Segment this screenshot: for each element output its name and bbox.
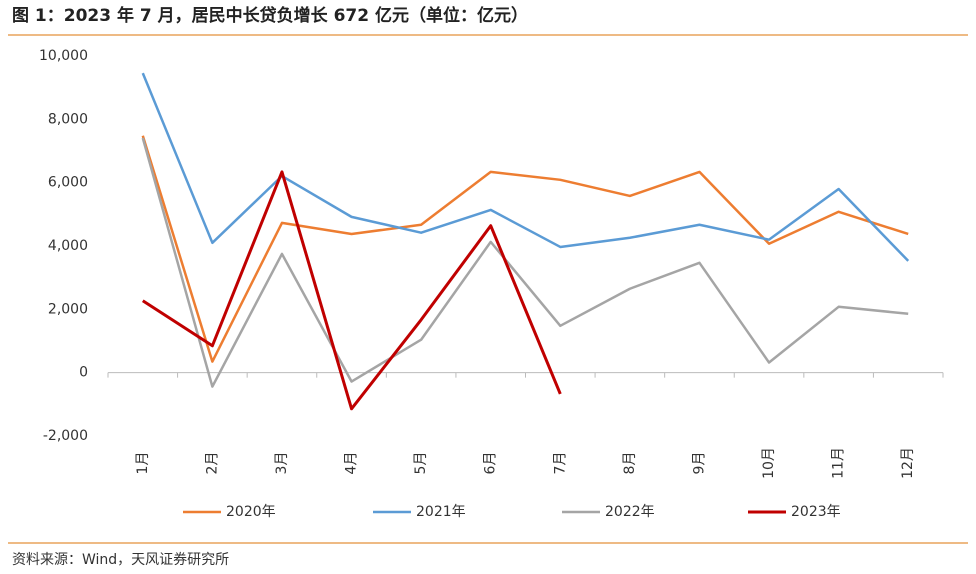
y-tick-label: 0 bbox=[79, 365, 88, 381]
x-tick-label: 10月 bbox=[761, 447, 777, 479]
y-tick-label: 4,000 bbox=[48, 238, 88, 254]
legend-label: 2020年 bbox=[226, 504, 276, 520]
legend-label: 2023年 bbox=[791, 504, 841, 520]
legend-label: 2021年 bbox=[416, 504, 466, 520]
x-tick-label: 3月 bbox=[274, 452, 290, 475]
x-tick-label: 4月 bbox=[344, 452, 360, 475]
x-tick-label: 12月 bbox=[900, 447, 916, 479]
source: 资料来源：Wind，天风证券研究所 bbox=[12, 552, 229, 568]
chart-title: 图 1：2023 年 7 月，居民中长贷负增长 672 亿元（单位：亿元） bbox=[12, 5, 528, 26]
y-tick-label: 8,000 bbox=[48, 111, 88, 127]
legend-label: 2022年 bbox=[605, 504, 655, 520]
series-line bbox=[141, 135, 909, 363]
series-line bbox=[141, 170, 562, 411]
x-tick-label: 2月 bbox=[204, 452, 220, 475]
x-tick-label: 9月 bbox=[691, 452, 707, 475]
x-tick-label: 5月 bbox=[413, 452, 429, 475]
series-line bbox=[141, 137, 909, 388]
x-tick-label: 7月 bbox=[552, 452, 568, 475]
y-tick-label: 2,000 bbox=[48, 301, 88, 317]
x-tick-label: 1月 bbox=[135, 452, 151, 475]
x-tick-label: 11月 bbox=[831, 447, 847, 479]
y-tick-label: -2,000 bbox=[43, 428, 88, 444]
y-tick-label: 10,000 bbox=[39, 48, 88, 64]
x-tick-label: 8月 bbox=[622, 452, 638, 475]
y-tick-label: 6,000 bbox=[48, 175, 88, 191]
series-line bbox=[141, 72, 910, 262]
x-tick-label: 6月 bbox=[483, 452, 499, 475]
